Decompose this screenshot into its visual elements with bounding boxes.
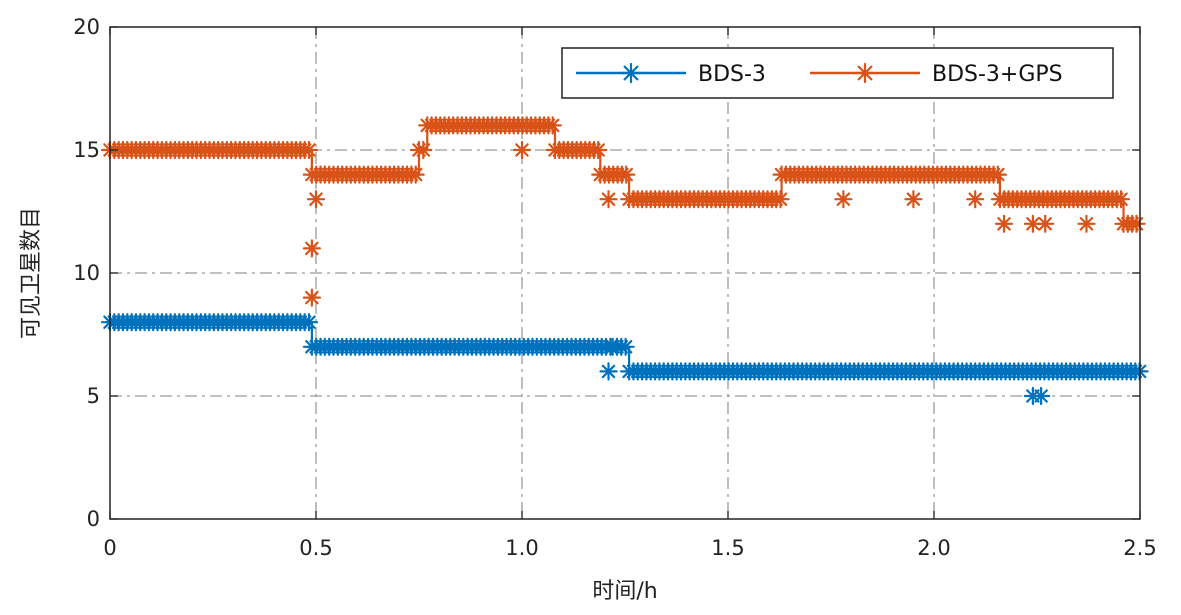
series-bds3-gps	[100, 116, 1146, 307]
data-point-outlier	[904, 190, 923, 209]
data-point	[414, 140, 433, 160]
data-point	[617, 165, 636, 184]
data-point	[1111, 190, 1131, 209]
x-tick-label: 2.0	[917, 536, 950, 560]
data-point-outlier	[599, 362, 618, 381]
y-tick-label: 15	[73, 138, 100, 162]
data-point	[299, 313, 319, 332]
y-tick-label: 0	[87, 507, 100, 531]
data-point-outlier	[302, 239, 321, 258]
data-point-outlier	[1032, 386, 1051, 406]
data-point-outlier	[966, 190, 985, 209]
data-point-outlier	[512, 140, 532, 160]
data-point	[543, 116, 562, 135]
data-point-outlier	[306, 190, 326, 209]
legend-label: BDS-3	[698, 62, 766, 87]
data-point-outlier	[1077, 214, 1096, 233]
data-point-outlier	[599, 190, 618, 209]
data-point	[616, 337, 635, 356]
series-bds3	[100, 313, 1149, 406]
data-point	[406, 165, 425, 184]
data-point-outlier	[834, 190, 853, 209]
data-point-outlier	[1036, 214, 1055, 233]
y-tick-label: 10	[73, 261, 100, 285]
x-tick-label: 0.5	[299, 536, 332, 560]
data-point	[988, 165, 1007, 184]
y-axis-label: 可见卫星数目	[19, 207, 44, 339]
x-tick-label: 1.5	[711, 536, 744, 560]
legend-marker	[854, 62, 876, 84]
series-layer	[100, 116, 1149, 406]
y-tick-label: 20	[73, 15, 100, 39]
legend-item-bds3-gps: BDS-3+GPS	[810, 62, 1063, 87]
x-tick-label: 2.5	[1123, 536, 1156, 560]
grid-lines	[110, 27, 1140, 519]
x-tick-label: 0	[103, 536, 116, 560]
y-tick-label: 5	[87, 384, 100, 408]
x-tick-label: 1.0	[505, 536, 538, 560]
tick-marks	[109, 26, 1141, 520]
data-point	[589, 140, 608, 160]
tick-labels: 0 0.5 1.0 1.5 2.0 2.5 0 5 10 15 20	[73, 15, 1156, 560]
data-point	[1127, 214, 1146, 233]
legend-label: BDS-3+GPS	[932, 62, 1063, 87]
data-point	[299, 140, 319, 160]
data-point	[771, 190, 790, 209]
x-axis-label: 时间/h	[592, 579, 657, 604]
data-point-outlier	[302, 288, 321, 307]
legend: BDS-3 BDS-3+GPS	[561, 47, 1114, 99]
data-point-outlier	[994, 214, 1014, 233]
legend-item-bds3: BDS-3	[576, 62, 766, 87]
legend-marker	[620, 62, 642, 84]
